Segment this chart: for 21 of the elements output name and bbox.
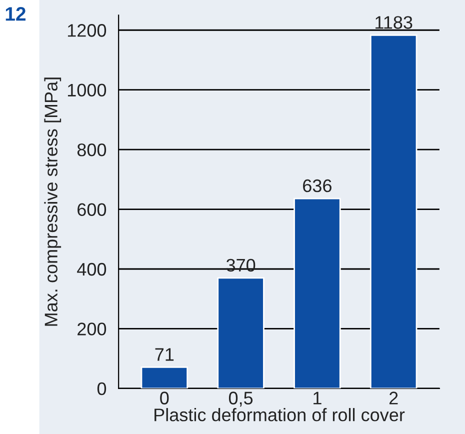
y-tick-label: 800 (77, 143, 106, 156)
x-axis-title: Plastic deformation of roll cover (154, 408, 405, 422)
y-axis-title: Max. compressive stress [MPa] (44, 78, 62, 326)
y-tick-label: 1200 (68, 24, 106, 37)
y-tick-label: 1000 (68, 84, 106, 97)
x-tick-label: 2 (389, 392, 398, 404)
data-label: 71 (155, 348, 174, 361)
x-tick-label: 1 (314, 392, 322, 404)
y-tick-label: 400 (77, 262, 106, 276)
y-tick-label: 600 (78, 203, 106, 216)
x-tick-label: 0 (160, 392, 169, 404)
bar (370, 34, 418, 388)
bar (294, 198, 341, 388)
data-label: 1183 (376, 16, 412, 29)
text: 12 (6, 7, 26, 21)
data-label: 636 (303, 179, 332, 192)
bar (217, 277, 264, 388)
y-tick-label: 0 (97, 382, 106, 396)
x-tick-label: 0,5 (228, 392, 253, 407)
y-tick-label: 200 (78, 322, 106, 336)
bar (140, 366, 188, 388)
